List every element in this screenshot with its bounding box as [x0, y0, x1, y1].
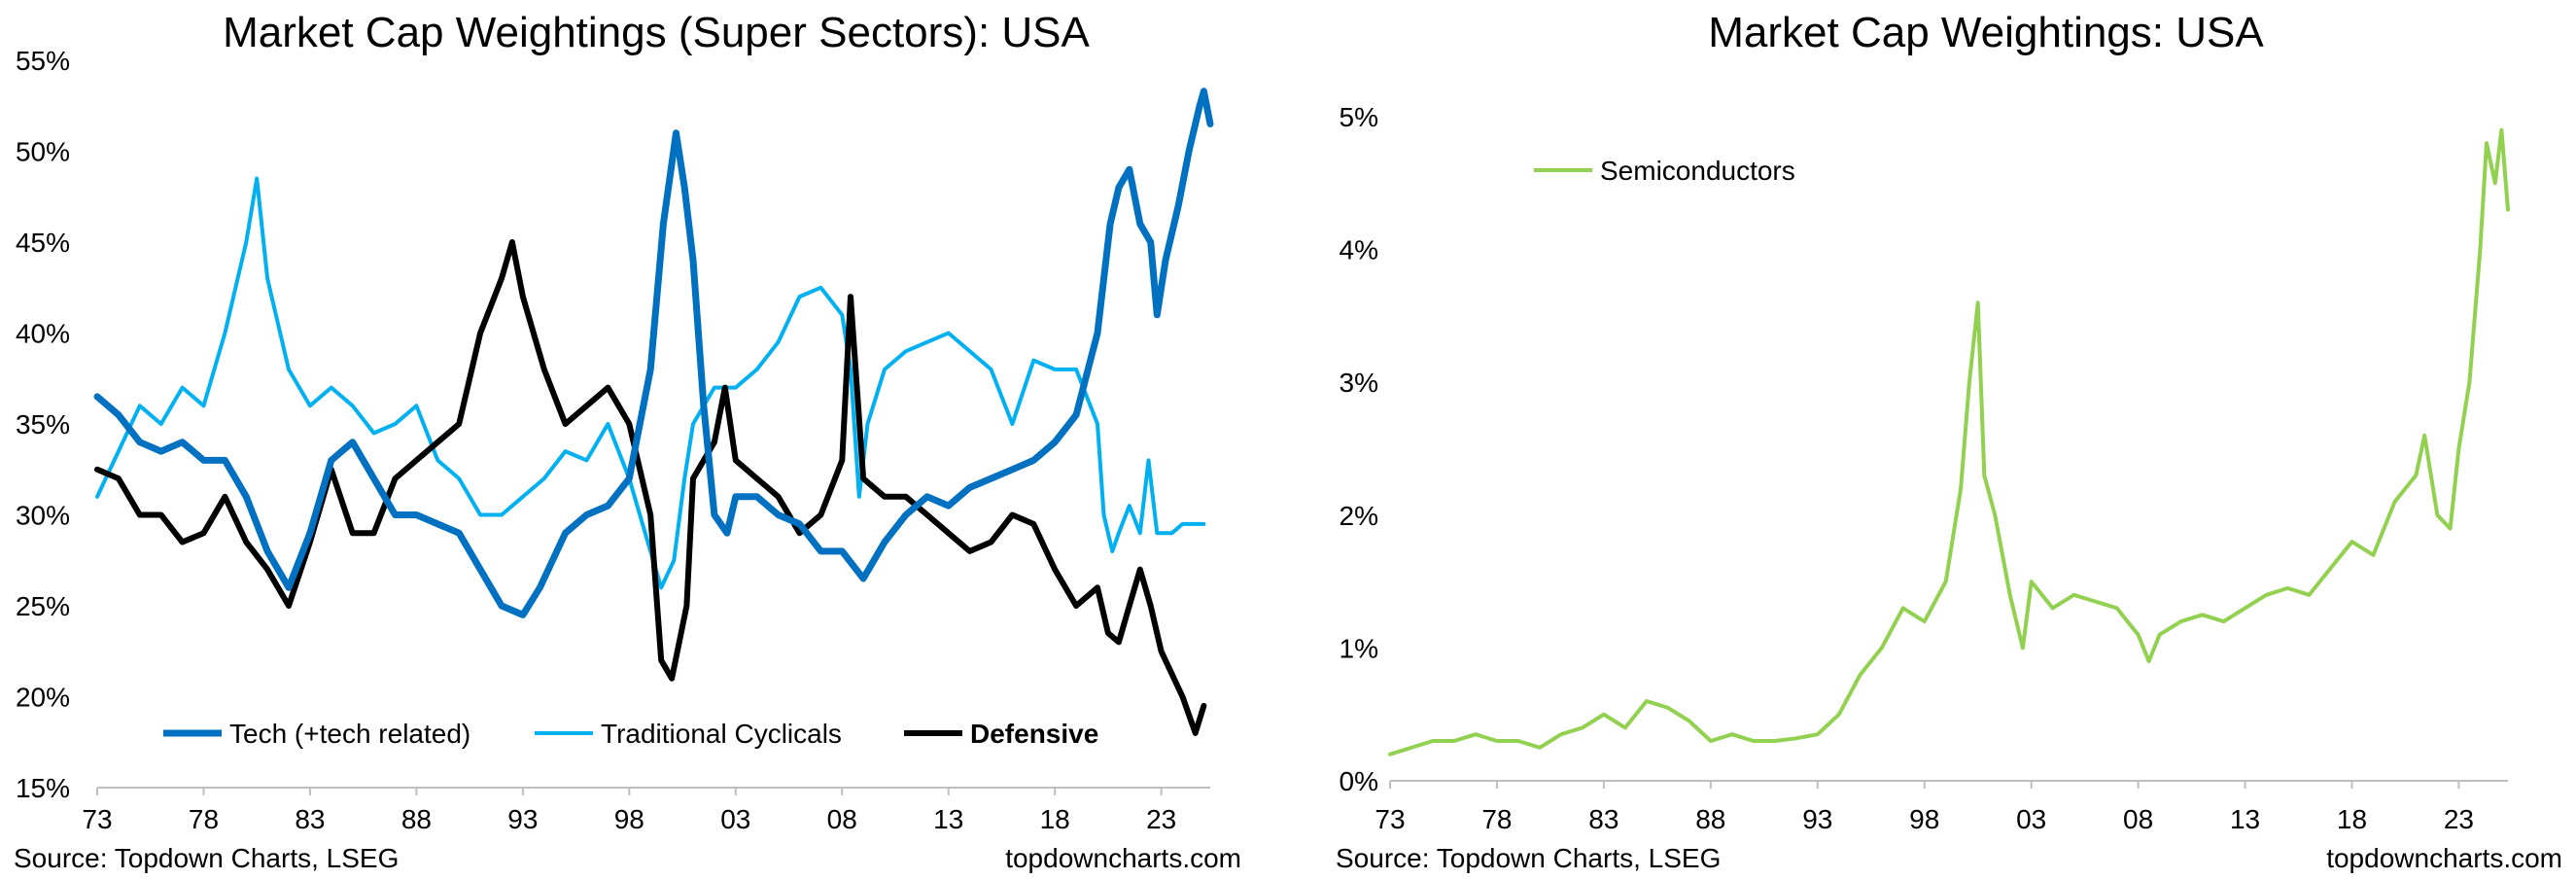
legend-label-semiconductors: Semiconductors	[1600, 156, 1795, 186]
left-x-tick-label: 03	[720, 804, 750, 834]
right-chart-title: Market Cap Weightings: USA	[1708, 9, 2264, 56]
right-y-tick-label: 1%	[1340, 633, 1378, 663]
legend-item-cyclicals: Traditional Cyclicals	[535, 719, 842, 749]
left-x-tick-label: 98	[614, 804, 644, 834]
left-x-tick-label: 93	[507, 804, 538, 834]
left-chart-title: Market Cap Weightings (Super Sectors): U…	[223, 9, 1090, 56]
legend-label-cyclicals: Traditional Cyclicals	[601, 719, 842, 749]
left-chart: Market Cap Weightings (Super Sectors): U…	[14, 9, 1241, 873]
legend-label-tech: Tech (+tech related)	[229, 719, 470, 749]
left-y-tick-label: 35%	[16, 409, 70, 440]
right-x-tick-label: 13	[2230, 804, 2260, 834]
left-series-lines	[93, 88, 1214, 736]
legend-label-defensive: Defensive	[970, 719, 1098, 749]
left-x-tick-label: 88	[401, 804, 432, 834]
left-x-tick-label: 78	[189, 804, 219, 834]
left-legend: Tech (+tech related) Traditional Cyclica…	[163, 719, 1098, 749]
right-series-lines	[1388, 127, 2510, 757]
right-x-tick-label: 03	[2016, 804, 2046, 834]
right-x-tick-label: 78	[1481, 804, 1512, 834]
right-x-tick-label: 98	[1909, 804, 1939, 834]
series-line-tech-tech-related	[93, 88, 1214, 618]
right-y-tick-label: 2%	[1340, 501, 1378, 531]
right-x-tick-label: 88	[1695, 804, 1725, 834]
left-x-tick-label: 23	[1146, 804, 1176, 834]
right-chart: Market Cap Weightings: USA 0%1%2%3%4%5% …	[1336, 9, 2562, 873]
left-y-axis-labels: 15% 20% 25% 30% 35% 40% 45% 50% 55%	[16, 46, 70, 803]
right-x-tick-label: 83	[1588, 804, 1619, 834]
right-y-tick-label: 0%	[1340, 766, 1378, 796]
legend-item-tech: Tech (+tech related)	[163, 719, 470, 749]
left-y-tick-label: 40%	[16, 319, 70, 349]
left-y-tick-label: 50%	[16, 137, 70, 167]
left-x-tick-marks	[96, 788, 1163, 795]
left-x-tick-label: 18	[1040, 804, 1070, 834]
legend-item-semiconductors: Semiconductors	[1534, 156, 1795, 186]
right-x-tick-label: 23	[2444, 804, 2474, 834]
left-x-tick-label: 13	[933, 804, 963, 834]
right-x-tick-label: 73	[1375, 804, 1405, 834]
right-legend: Semiconductors	[1534, 156, 1795, 186]
left-x-tick-label: 73	[82, 804, 112, 834]
right-y-axis-labels: 0% 1% 2% 3% 4% 5%	[1340, 102, 1378, 796]
series-line-defensive	[94, 239, 1207, 736]
left-y-tick-label: 55%	[16, 46, 70, 76]
left-y-tick-label: 45%	[16, 228, 70, 258]
left-x-tick-label: 08	[827, 804, 857, 834]
right-y-tick-label: 4%	[1340, 235, 1378, 265]
left-y-tick-label: 30%	[16, 501, 70, 531]
right-x-axis-labels: 73 78 83 88 93 98 03 08 13 18 23	[1375, 804, 2474, 834]
right-watermark: topdowncharts.com	[2326, 843, 2562, 873]
right-source-note: Source: Topdown Charts, LSEG	[1336, 843, 1721, 873]
right-x-tick-marks	[1389, 781, 2460, 789]
left-y-tick-label: 15%	[16, 773, 70, 803]
right-y-tick-label: 5%	[1340, 102, 1378, 132]
left-y-tick-label: 20%	[16, 683, 70, 713]
right-x-tick-label: 93	[1802, 804, 1832, 834]
series-line-semiconductors	[1388, 127, 2510, 757]
right-y-tick-label: 3%	[1340, 368, 1378, 398]
left-x-tick-label: 83	[295, 804, 325, 834]
series-line-traditional-cyclicals	[95, 176, 1206, 590]
left-watermark: topdowncharts.com	[1005, 843, 1241, 873]
left-source-note: Source: Topdown Charts, LSEG	[14, 843, 399, 873]
right-x-tick-label: 18	[2337, 804, 2367, 834]
left-y-tick-label: 25%	[16, 591, 70, 621]
left-x-axis-labels: 73 78 83 88 93 98 03 08 13 18 23	[82, 804, 1176, 834]
legend-item-defensive: Defensive	[904, 719, 1098, 749]
right-x-tick-label: 08	[2123, 804, 2153, 834]
